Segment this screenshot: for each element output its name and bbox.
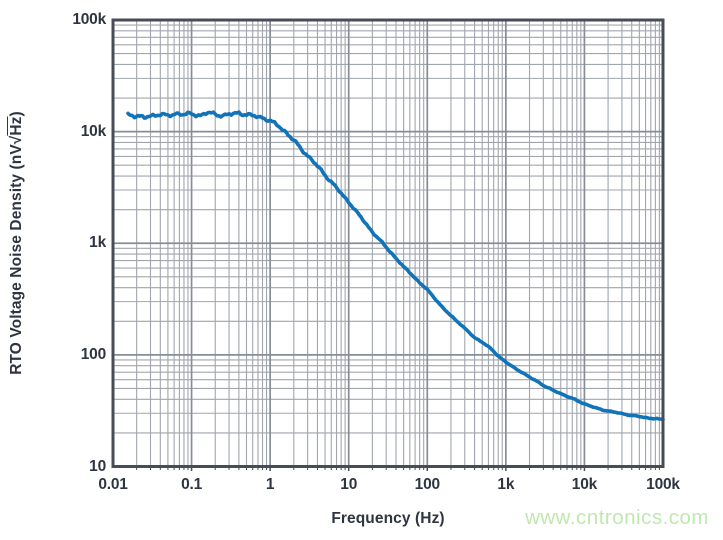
x-tick-label: 1k xyxy=(497,476,515,493)
y-tick-label: 100k xyxy=(72,11,106,28)
y-tick-label: 10k xyxy=(80,122,106,140)
x-tick-label: 0.01 xyxy=(98,476,128,493)
y-axis-title-suffix: ) xyxy=(8,111,25,117)
noise-curve xyxy=(126,110,665,422)
x-tick-label: 100 xyxy=(414,476,440,493)
x-tick-label: 0.1 xyxy=(181,476,203,493)
x-tick-label: 10k xyxy=(571,476,598,493)
y-axis-title-radicand: Hz xyxy=(8,116,25,136)
x-tick-label: 10 xyxy=(340,476,358,493)
plot-frame xyxy=(111,18,665,468)
y-axis-title: RTO Voltage Noise Density (nV√Hz) xyxy=(8,111,26,375)
x-tick-label: 1 xyxy=(265,476,275,493)
y-axis-title-prefix: RTO Voltage Noise Density (nV√ xyxy=(8,135,25,375)
y-tick-label: 1k xyxy=(89,234,106,252)
x-tick-label: 100k xyxy=(646,476,680,493)
y-tick-label: 100 xyxy=(80,345,106,363)
watermark: www.cntronics.com xyxy=(525,506,709,529)
y-tick-label: 10 xyxy=(89,457,106,475)
x-axis-title: Frequency (Hz) xyxy=(331,510,445,527)
